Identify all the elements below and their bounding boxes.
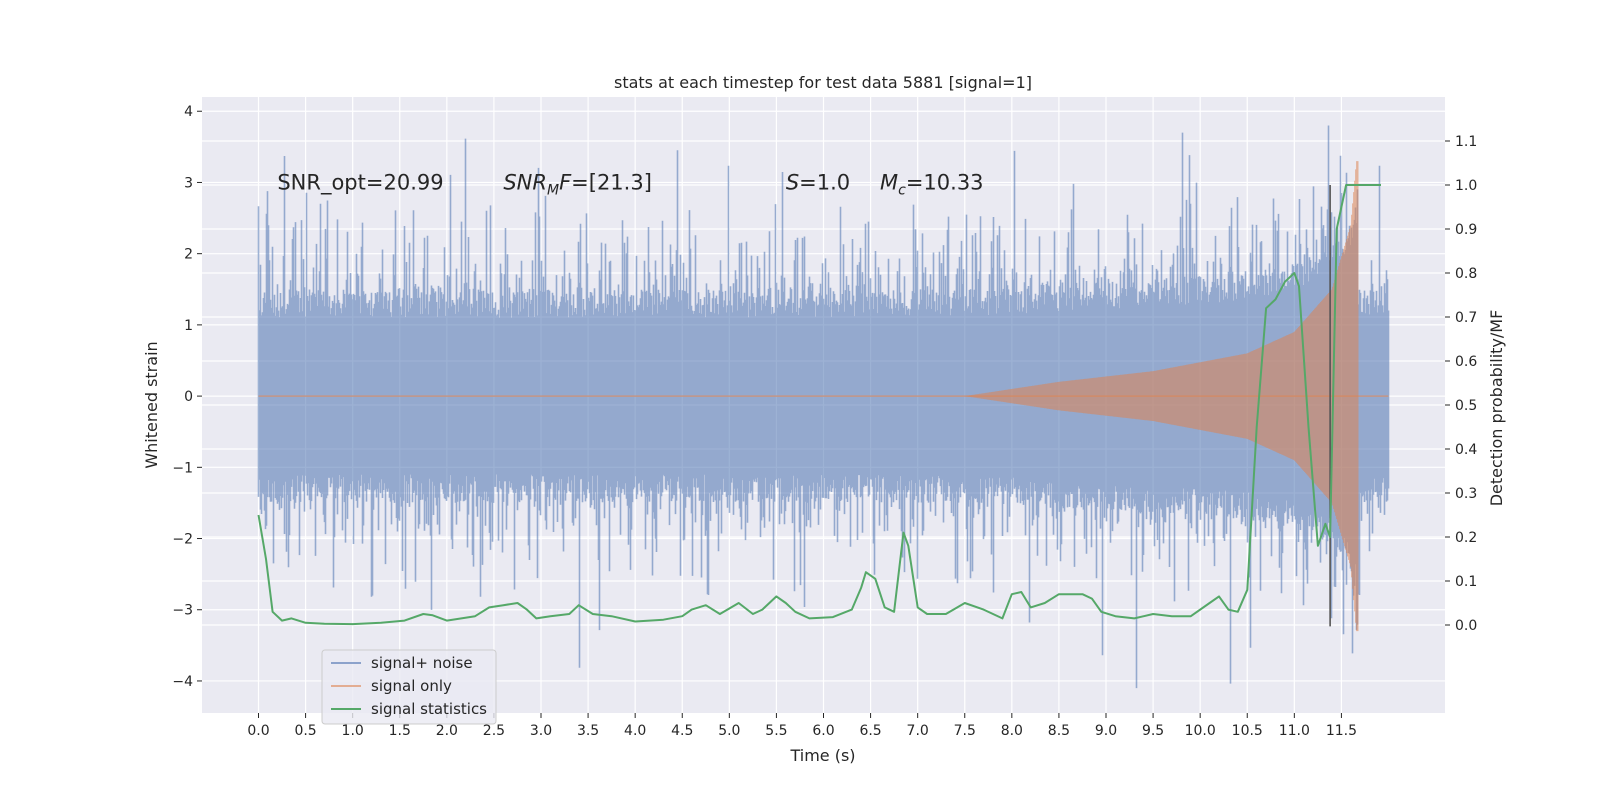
y-axis-left-label: Whitened strain: [142, 341, 161, 468]
y-left-tick-label: 2: [184, 247, 193, 263]
y-left-tick-label: 0: [184, 389, 193, 405]
annotation-s-symbol: S: [786, 170, 799, 194]
y-right-tick-label: 0.6: [1455, 354, 1477, 370]
x-tick-label: 9.0: [1095, 723, 1117, 739]
x-tick-label: 6.0: [812, 723, 834, 739]
x-tick-label: 1.5: [389, 723, 411, 739]
annotation-mc-sub: c: [898, 182, 906, 198]
y-right-tick-label: 0.8: [1455, 266, 1477, 282]
x-tick-label: 0.5: [294, 723, 316, 739]
annotation-mc-symbol: M: [880, 170, 898, 194]
x-tick-label: 7.5: [954, 723, 976, 739]
x-tick-label: 11.5: [1326, 723, 1357, 739]
x-tick-label: 8.0: [1001, 723, 1023, 739]
x-tick-label: 3.5: [577, 723, 599, 739]
annotation-snr-mf-sub: M: [547, 182, 559, 198]
annotations: SNR_opt=20.99 SNRMF=[21.3] S=1.0 Mc=10.3…: [277, 170, 983, 198]
x-tick-label: 6.5: [859, 723, 881, 739]
y-axis-right-label: Detection probability/MF: [1487, 310, 1506, 507]
axis-ticks: 0.0 0.5 1.0 1.5 2.0 2.5 3.0 3.5 4.0 4.5 5.0 5.5 6.0 6…: [172, 104, 1477, 739]
y-right-tick-label: 0.1: [1455, 574, 1477, 590]
y-right-tick-label: 0.9: [1455, 222, 1477, 238]
annotation-snr-mf-rest: =[21.3]: [571, 170, 652, 194]
annotation-snr-mf: SNRMF=[21.3]: [503, 170, 652, 198]
x-tick-label: 5.0: [718, 723, 740, 739]
x-tick-label: 4.5: [671, 723, 693, 739]
signal-statistics-line: [257, 184, 1381, 626]
series-signal-only: [258, 161, 1389, 632]
annotation-s-value: =1.0: [799, 170, 850, 194]
x-tick-label: 0.0: [247, 723, 269, 739]
legend: signal+ noise signal only signal statist…: [321, 649, 497, 725]
chart-title: stats at each timestep for test data 588…: [614, 73, 1032, 92]
y-left-tick-label: 4: [184, 104, 193, 120]
x-tick-label: 11.0: [1279, 723, 1310, 739]
series-signal-statistics: [257, 184, 1381, 627]
x-tick-label: 5.5: [765, 723, 787, 739]
y-left-tick-label: 1: [184, 318, 193, 334]
y-left-tick-label: −1: [172, 460, 193, 476]
y-right-tick-label: 0.5: [1455, 398, 1477, 414]
annotation-snr-mf-main: SNR: [503, 170, 547, 194]
legend-label-signal-only: signal only: [371, 677, 452, 695]
y-left-tick-label: −4: [172, 674, 193, 690]
y-right-tick-label: 0.3: [1455, 486, 1477, 502]
x-tick-label: 3.0: [530, 723, 552, 739]
annotation-mc-value: =10.33: [906, 170, 984, 194]
x-tick-label: 8.5: [1048, 723, 1070, 739]
y-right-tick-label: 0.4: [1455, 442, 1477, 458]
y-right-tick-label: 0.2: [1455, 530, 1477, 546]
legend-box: [321, 649, 497, 725]
x-tick-label: 7.0: [907, 723, 929, 739]
annotation-snr-mf-f: F: [559, 170, 572, 194]
x-axis-label: Time (s): [789, 746, 855, 765]
x-tick-label: 2.0: [436, 723, 458, 739]
y-left-tick-label: −3: [172, 603, 193, 619]
x-tick-label: 2.5: [483, 723, 505, 739]
annotation-mc: Mc=10.33: [880, 170, 984, 198]
signal-only-chirp: [965, 161, 1359, 632]
legend-label-signal-statistics: signal statistics: [371, 700, 487, 718]
x-tick-label: 9.5: [1142, 723, 1164, 739]
x-tick-label: 4.0: [624, 723, 646, 739]
y-right-tick-label: 1.1: [1455, 134, 1477, 150]
x-tick-label: 10.5: [1232, 723, 1263, 739]
x-tick-label: 10.0: [1185, 723, 1216, 739]
y-right-tick-label: 0.7: [1455, 310, 1477, 326]
legend-label-signal-noise: signal+ noise: [371, 654, 473, 672]
annotation-s: S=1.0: [786, 170, 850, 194]
y-right-tick-label: 0.0: [1455, 618, 1477, 634]
y-left-tick-label: 3: [184, 175, 193, 191]
annotation-snr-opt: SNR_opt=20.99: [277, 170, 443, 195]
x-tick-label: 1.0: [342, 723, 364, 739]
y-right-tick-label: 1.0: [1455, 178, 1477, 194]
y-left-tick-label: −2: [172, 532, 193, 548]
